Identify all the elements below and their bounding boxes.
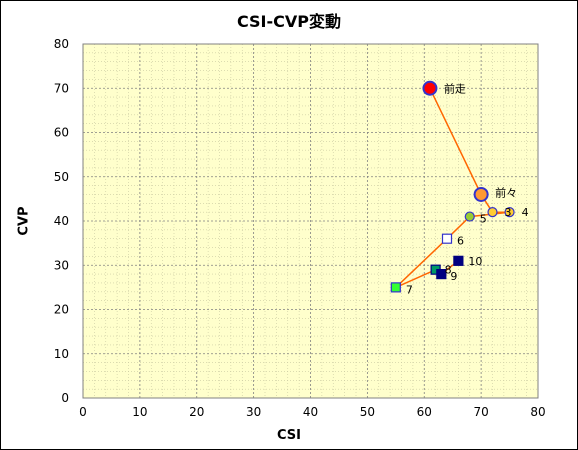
chart-title: CSI-CVP変動 xyxy=(236,12,341,31)
marker-5 xyxy=(464,211,475,222)
point-label-10: 10 xyxy=(468,255,482,268)
plot-border xyxy=(82,43,539,399)
x-tick-label: 0 xyxy=(79,405,87,419)
x-tick-label: 40 xyxy=(303,405,318,419)
y-tick-label: 40 xyxy=(54,214,69,228)
marker-前走 xyxy=(422,80,438,96)
x-axis-label: CSI xyxy=(277,428,301,443)
y-tick-label: 50 xyxy=(54,170,69,184)
marker-3 xyxy=(487,207,498,218)
x-tick-label: 10 xyxy=(132,405,147,419)
y-tick-label: 60 xyxy=(54,126,69,140)
point-label-3: 3 xyxy=(505,206,512,219)
x-tick-label: 20 xyxy=(189,405,204,419)
point-label-前走: 前走 xyxy=(444,81,466,95)
x-tick-label: 70 xyxy=(473,405,488,419)
marker-10 xyxy=(453,255,464,266)
marker-前々 xyxy=(473,186,489,202)
marker-6 xyxy=(441,233,453,244)
y-tick-label: 10 xyxy=(54,347,69,361)
marker-9 xyxy=(436,269,447,280)
marker-4 xyxy=(504,207,515,218)
x-tick-label: 50 xyxy=(360,405,375,419)
x-tick-label: 60 xyxy=(417,405,432,419)
point-label-前々: 前々 xyxy=(495,185,517,199)
point-label-6: 6 xyxy=(457,235,464,248)
y-tick-label: 20 xyxy=(54,303,69,317)
y-tick-label: 70 xyxy=(54,81,69,95)
x-tick-label: 80 xyxy=(530,405,545,419)
y-tick-label: 30 xyxy=(54,258,69,272)
y-tick-label: 80 xyxy=(54,37,69,51)
point-label-9: 9 xyxy=(450,270,457,283)
y-tick-label: 0 xyxy=(61,391,69,405)
point-label-4: 4 xyxy=(522,206,529,219)
x-tick-label: 30 xyxy=(246,405,261,419)
marker-7 xyxy=(390,282,401,293)
point-label-5: 5 xyxy=(480,213,487,226)
point-label-8: 8 xyxy=(445,264,452,277)
point-label-7: 7 xyxy=(406,283,413,296)
